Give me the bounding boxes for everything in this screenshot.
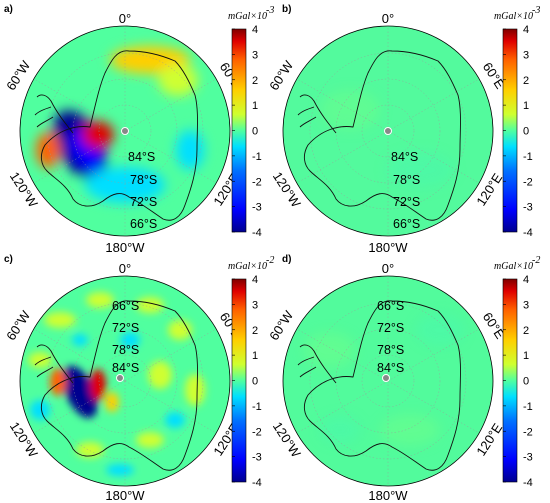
colorbar-tick-label: -2 (252, 176, 262, 188)
colorbar-tick-label: -1 (523, 401, 533, 413)
colorbar-unit: mGal×10 (494, 261, 533, 272)
meridian-label-bottom: 180°W (105, 240, 145, 255)
meridian-label-top: 0° (119, 11, 131, 26)
panel-a: a) 0° 180°W 60°W 60°E 120° (3, 4, 274, 255)
colorbar-tick-label: 2 (252, 325, 258, 337)
meridian-label-top: 0° (119, 261, 131, 276)
graticule (33, 276, 217, 486)
panel-d-label: d) (282, 254, 291, 265)
latitude-label: 84°S (391, 150, 418, 164)
latitude-label: 84°S (128, 150, 155, 164)
anomaly-field (36, 46, 204, 203)
meridian-label-bottom: 180°W (105, 488, 145, 503)
colorbar-tick-label: 1 (523, 100, 529, 112)
colorbar: mGal×10 -2 4 3 2 1 0 -1 -2 -3 -4 (494, 255, 540, 489)
colorbar-tick-label: 1 (252, 350, 258, 362)
colorbar-tick-label: -3 (252, 202, 262, 214)
colorbar-tick-label: 0 (523, 126, 529, 138)
latitude-label: 78°S (112, 343, 139, 357)
colorbar-tick-label: 3 (523, 299, 529, 311)
south-pole-marker (384, 127, 392, 135)
latitude-label: 72°S (112, 321, 139, 335)
latitude-label: 84°S (112, 361, 139, 375)
meridian-label-bottom: 180°W (368, 240, 408, 255)
latitude-label: 66°S (130, 217, 157, 231)
panel-b-label: b) (282, 4, 291, 15)
colorbar-tick-label: -2 (523, 426, 533, 438)
colorbar-tick-label: 0 (252, 126, 258, 138)
meridian-label-top: 0° (382, 11, 394, 26)
colorbar-tick-label: -3 (252, 452, 262, 464)
latitude-label: 78°S (393, 173, 420, 187)
latitude-label: 66°S (377, 299, 404, 313)
colorbar-tick-label: 2 (523, 325, 529, 337)
colorbar-tick-label: -1 (252, 151, 262, 163)
map-border (19, 25, 231, 237)
colorbar-exponent: -3 (532, 5, 540, 16)
south-pole-marker (382, 374, 390, 382)
colorbar-tick-label: 1 (523, 350, 529, 362)
colorbar-tick-label: 4 (252, 24, 258, 36)
graticule (33, 26, 217, 236)
colorbar-tick-label: 4 (523, 274, 529, 286)
graticule (296, 276, 480, 486)
south-pole-marker (121, 127, 129, 135)
colorbar-tick-label: 3 (523, 49, 529, 61)
map-border (282, 25, 494, 237)
latitude-label: 84°S (377, 361, 404, 375)
colorbar-unit: mGal×10 (228, 11, 267, 22)
colorbar-tick-label: -1 (523, 151, 533, 163)
colorbar-tick-label: -4 (523, 227, 533, 239)
colorbar: mGal×10 -2 4 3 2 1 0 -1 -2 -3 -4 (228, 255, 274, 489)
anomaly-field (28, 292, 205, 476)
colorbar-exponent: -3 (266, 5, 274, 16)
colorbar-tick-label: -4 (252, 227, 262, 239)
colorbar-tick-label: 3 (252, 299, 258, 311)
colorbar-tick-label: -3 (523, 202, 533, 214)
colorbar-tick-label: -4 (523, 477, 533, 489)
latitude-label: 78°S (377, 343, 404, 357)
latitude-label: 66°S (393, 217, 420, 231)
colorbar-tick-label: 0 (523, 376, 529, 388)
map-border (282, 275, 494, 487)
colorbar-tick-label: 4 (252, 274, 258, 286)
colorbar-tick-label: -3 (523, 452, 533, 464)
latitude-label: 72°S (393, 195, 420, 209)
latitude-label: 72°S (130, 195, 157, 209)
meridian-label-bottom: 180°W (368, 488, 408, 503)
panel-c: c) (3, 254, 274, 503)
colorbar-tick-label: 1 (252, 100, 258, 112)
panel-a-label: a) (4, 4, 13, 15)
map-border (19, 275, 231, 487)
colorbar-tick-label: -2 (252, 426, 262, 438)
anomaly-field (304, 314, 464, 446)
colorbar-exponent: -2 (532, 255, 540, 266)
anomaly-field (320, 90, 454, 188)
colorbar: mGal×10 -3 4 3 2 1 0 -1 -2 -3 -4 (494, 5, 540, 239)
colorbar-tick-label: 2 (252, 75, 258, 87)
colorbar: mGal×10 -3 4 3 2 1 0 -1 -2 -3 -4 (228, 5, 274, 239)
south-pole-marker (116, 374, 124, 382)
colorbar-tick-label: -2 (523, 176, 533, 188)
latitude-label: 78°S (130, 173, 157, 187)
panel-c-label: c) (4, 254, 13, 265)
colorbar-tick-label: -4 (252, 477, 262, 489)
colorbar-unit: mGal×10 (494, 11, 533, 22)
colorbar-tick-label: 3 (252, 49, 258, 61)
colorbar-exponent: -2 (266, 255, 274, 266)
colorbar-tick-label: -1 (252, 401, 262, 413)
latitude-label: 72°S (377, 321, 404, 335)
meridian-label-top: 0° (382, 261, 394, 276)
colorbar-tick-label: 0 (252, 376, 258, 388)
colorbar-tick-label: 4 (523, 24, 529, 36)
panel-d: d) 0° 180°W 60°W 60°E 120°W 120°E 66°S 7… (266, 254, 540, 503)
graticule (296, 26, 480, 236)
panel-b: b) 0° 180°W 60°W 60°E 120°W 120°E 84°S 7… (266, 4, 540, 255)
colorbar-tick-label: 2 (523, 75, 529, 87)
latitude-label: 66°S (112, 299, 139, 313)
colorbar-unit: mGal×10 (228, 261, 267, 272)
